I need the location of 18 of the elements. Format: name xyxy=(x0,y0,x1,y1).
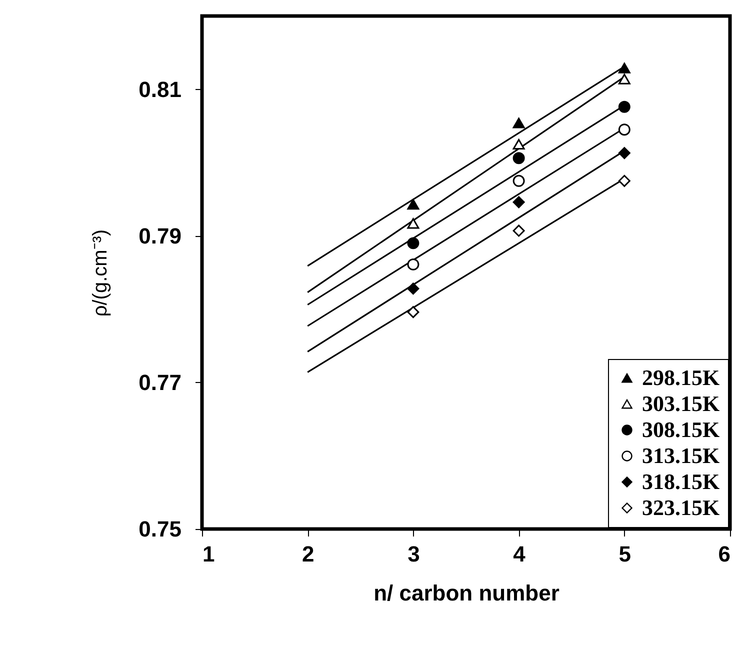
y-tick-label: 0.81 xyxy=(138,76,182,102)
legend-label: 308.15K xyxy=(642,417,720,442)
legend-label: 323.15K xyxy=(642,495,720,520)
legend-label: 318.15K xyxy=(642,469,720,494)
x-axis-title: n/ carbon number xyxy=(374,580,560,606)
x-tick-label: 6 xyxy=(718,542,730,566)
y-tick-label: 0.77 xyxy=(138,370,182,395)
y-tick-label: 0.79 xyxy=(138,223,182,248)
x-tick-label: 2 xyxy=(302,542,314,566)
legend-label: 303.15K xyxy=(642,391,720,416)
x-tick-label: 5 xyxy=(618,542,632,566)
x-tick-label: 3 xyxy=(408,542,420,566)
y-tick-label: 0.75 xyxy=(138,516,182,542)
legend-label: 298.15K xyxy=(642,365,720,390)
x-tick-label: 1 xyxy=(202,542,215,566)
x-tick-label: 4 xyxy=(513,542,526,566)
legend-label: 313.15K xyxy=(642,443,720,468)
y-axis-title: ρ/(g.cm⁻³) xyxy=(90,229,112,317)
